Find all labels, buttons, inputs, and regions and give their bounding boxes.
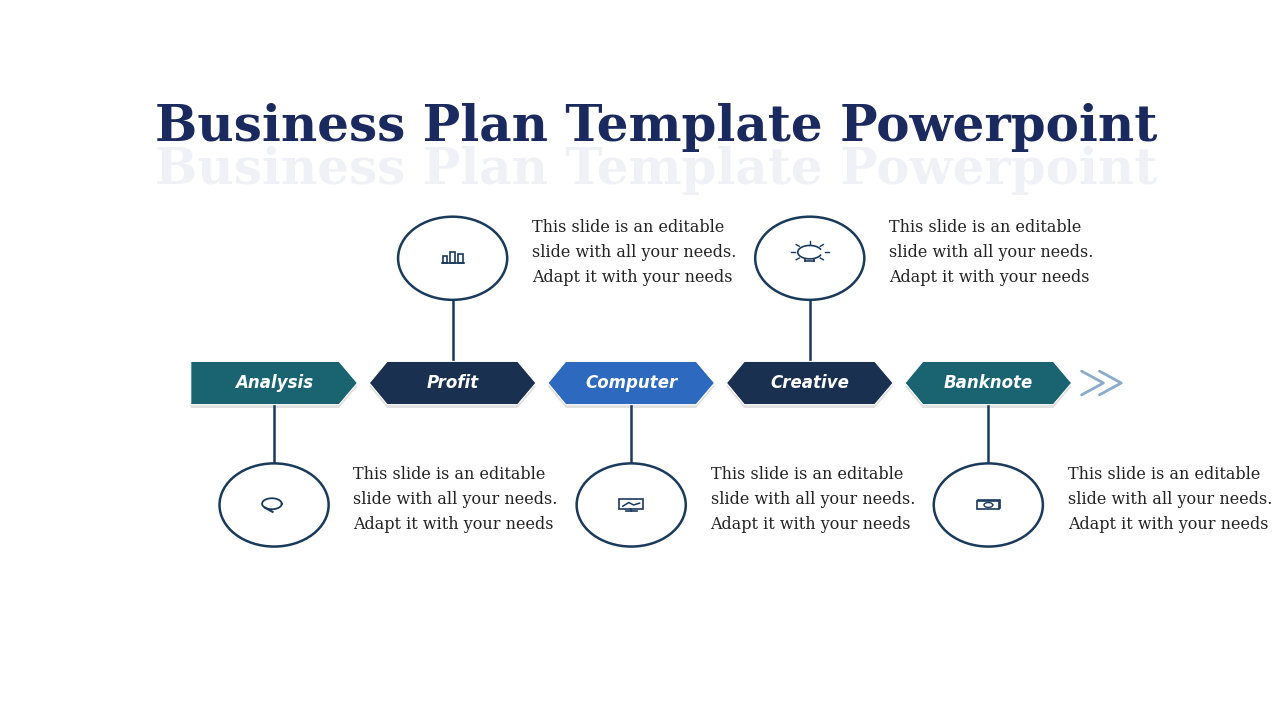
Polygon shape bbox=[727, 361, 893, 405]
Ellipse shape bbox=[398, 217, 507, 300]
Ellipse shape bbox=[934, 464, 1043, 546]
Bar bbox=[451, 251, 456, 263]
Bar bbox=[443, 256, 448, 263]
Text: This slide is an editable
slide with all your needs.
Adapt it with your needs: This slide is an editable slide with all… bbox=[532, 220, 736, 286]
Text: Banknote: Banknote bbox=[943, 374, 1033, 392]
Text: This slide is an editable
slide with all your needs.
Adapt it with your needs: This slide is an editable slide with all… bbox=[890, 220, 1093, 286]
Polygon shape bbox=[727, 365, 893, 408]
Ellipse shape bbox=[577, 464, 686, 546]
Text: Computer: Computer bbox=[585, 374, 677, 392]
Bar bbox=[458, 254, 462, 263]
Polygon shape bbox=[191, 361, 357, 405]
Polygon shape bbox=[370, 365, 536, 408]
Text: This slide is an editable
slide with all your needs.
Adapt it with your needs: This slide is an editable slide with all… bbox=[1068, 466, 1272, 533]
Ellipse shape bbox=[220, 464, 329, 546]
Polygon shape bbox=[191, 365, 357, 408]
Polygon shape bbox=[548, 361, 714, 405]
Ellipse shape bbox=[755, 217, 864, 300]
Bar bbox=[978, 500, 1000, 508]
Text: Business Plan Template Powerpoint: Business Plan Template Powerpoint bbox=[155, 104, 1157, 153]
Bar bbox=[620, 499, 644, 509]
Polygon shape bbox=[905, 365, 1071, 408]
Text: Analysis: Analysis bbox=[236, 374, 314, 392]
Polygon shape bbox=[548, 365, 714, 408]
Text: Business Plan Template Powerpoint: Business Plan Template Powerpoint bbox=[155, 145, 1157, 194]
Text: Creative: Creative bbox=[771, 374, 849, 392]
Text: Profit: Profit bbox=[426, 374, 479, 392]
Polygon shape bbox=[370, 361, 536, 405]
Text: This slide is an editable
slide with all your needs.
Adapt it with your needs: This slide is an editable slide with all… bbox=[353, 466, 558, 533]
Bar bbox=[978, 501, 1000, 509]
Text: This slide is an editable
slide with all your needs.
Adapt it with your needs: This slide is an editable slide with all… bbox=[710, 466, 915, 533]
Polygon shape bbox=[905, 361, 1071, 405]
